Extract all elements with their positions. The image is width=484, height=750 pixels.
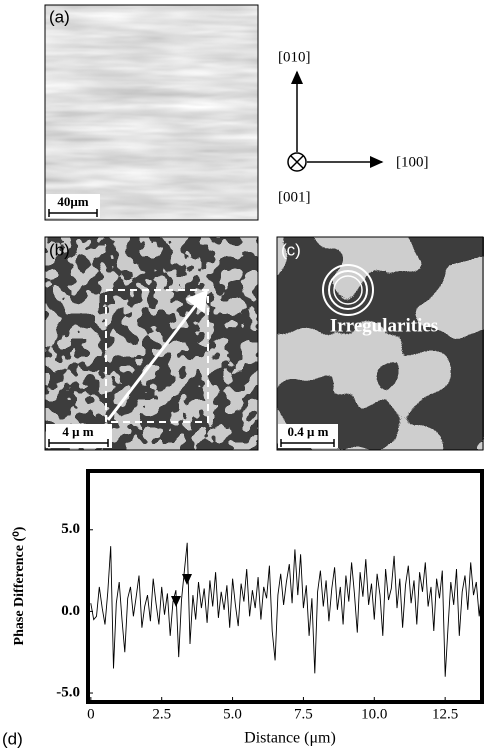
scale-bar — [280, 439, 335, 447]
highlight — [328, 270, 368, 310]
scale-label: 40μm — [57, 194, 88, 209]
scale-bar — [48, 209, 98, 217]
direction-label: [001] — [278, 189, 311, 205]
x-tick-label: 10.0 — [361, 706, 387, 722]
x-tick-label: 5.0 — [223, 706, 242, 722]
frame-c — [276, 236, 484, 451]
scale-label: 4 μ m — [62, 424, 93, 439]
scale-box — [278, 424, 338, 448]
panel-label: (c) — [281, 240, 301, 259]
data-line — [90, 542, 483, 677]
cross — [290, 155, 304, 169]
highlight — [333, 275, 363, 305]
x-tick-label: 0 — [87, 706, 95, 722]
scan-box — [105, 289, 209, 423]
position-marker — [171, 574, 192, 607]
y-tick-label: 0.0 — [61, 603, 80, 619]
scan-line — [106, 289, 208, 421]
micrograph-a — [45, 5, 258, 220]
plot-frame — [86, 469, 484, 704]
frame-a — [44, 4, 259, 221]
frame-b — [44, 236, 259, 451]
y-axis-label: Phase Difference (⁰) — [12, 526, 27, 645]
y-tick-label: 5.0 — [61, 521, 80, 537]
direction-label: [010] — [278, 49, 311, 65]
x-axis-label: Distance (μm) — [244, 730, 336, 747]
scale-box — [46, 194, 100, 218]
annotation: Irregularities — [330, 315, 438, 336]
x-tick-label: 7.5 — [294, 706, 313, 722]
direction-label: [100] — [396, 154, 429, 170]
scale-box — [46, 424, 112, 448]
scale-label: 0.4 μ m — [288, 424, 329, 439]
scale-bar — [48, 439, 109, 447]
micrograph-b — [45, 237, 258, 450]
highlight — [322, 264, 374, 316]
x-tick-label: 12.5 — [432, 706, 458, 722]
x-tick-label: 2.5 — [152, 706, 171, 722]
y-tick-label: -5.0 — [56, 684, 80, 700]
panel-label: (a) — [49, 7, 70, 26]
panel-label: (b) — [49, 240, 70, 259]
micrograph-c — [277, 237, 484, 450]
plot — [88, 529, 483, 702]
panel-label: (d) — [2, 729, 23, 748]
